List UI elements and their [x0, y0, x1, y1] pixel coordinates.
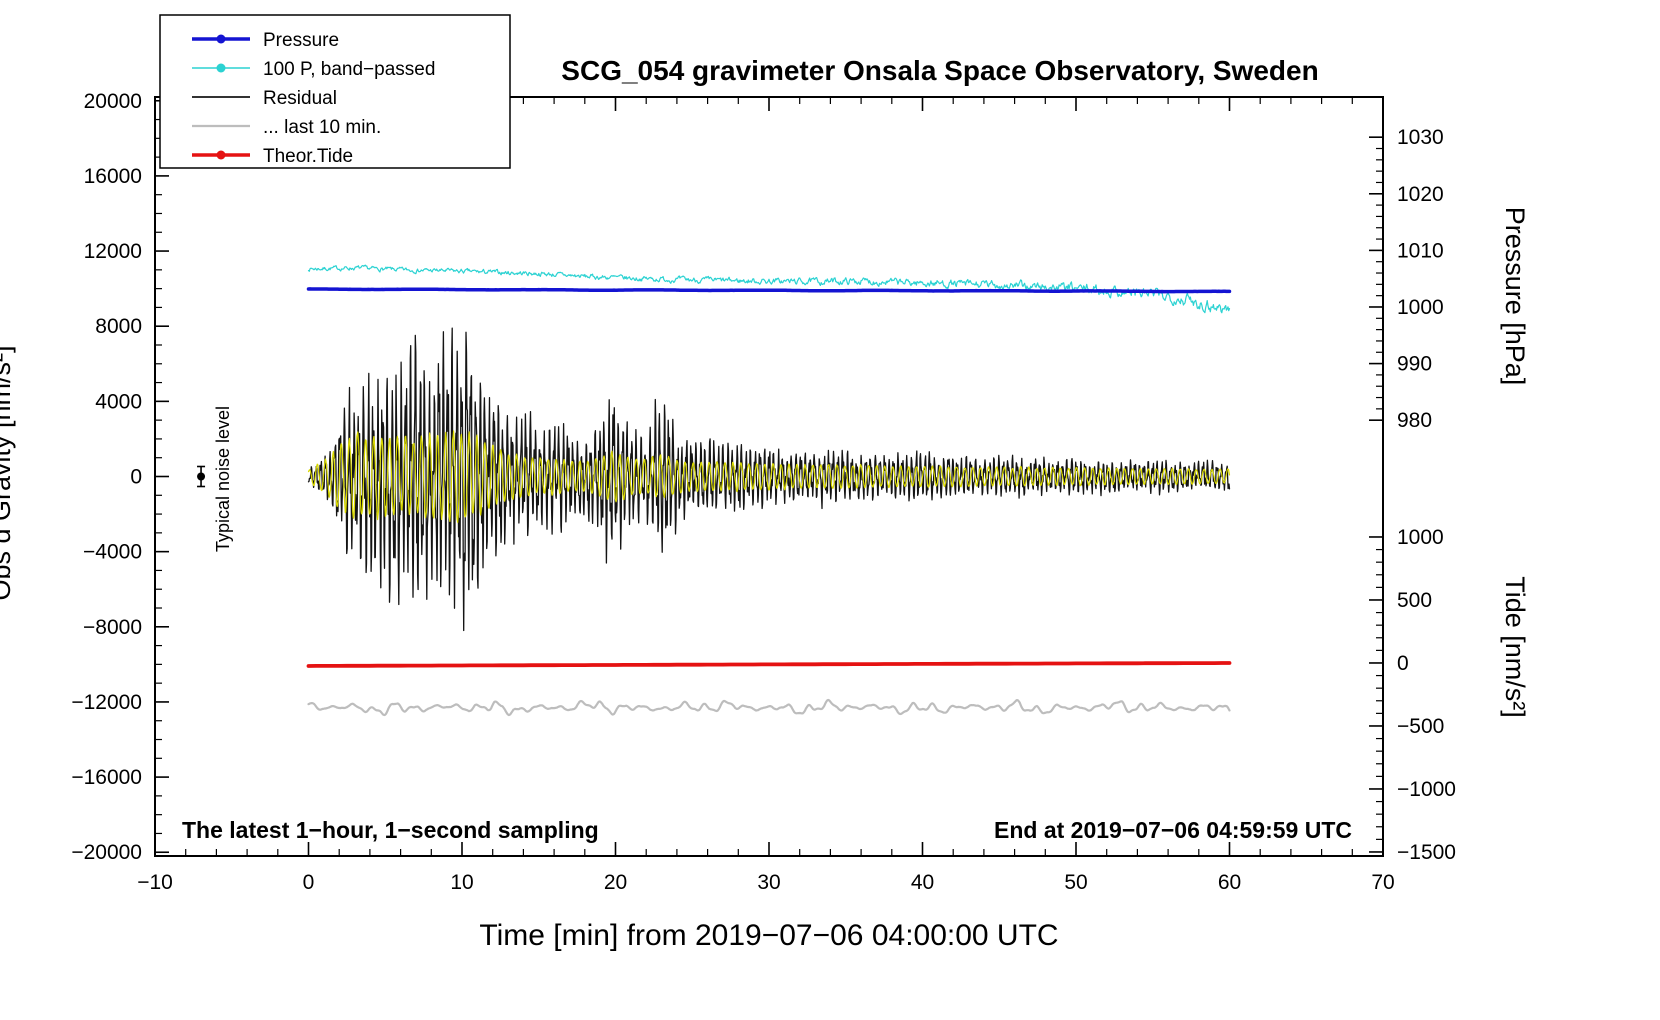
tick-label: 1020 [1397, 183, 1444, 206]
tick-label: −4000 [83, 541, 142, 564]
tick-label: 20000 [84, 90, 142, 113]
series-pressure-bandpassed [307, 264, 1231, 314]
tick-label: −10 [137, 871, 173, 894]
legend-label-pressure: Pressure [263, 30, 339, 51]
tick-label: 1010 [1397, 239, 1444, 262]
tick-label: 10 [450, 871, 473, 894]
tick-label: 30 [757, 871, 780, 894]
tick-label: −1000 [1397, 778, 1456, 801]
tick-label: 980 [1397, 409, 1432, 432]
chart-title: SCG_054 gravimeter Onsala Space Observat… [561, 55, 1318, 86]
legend-label-theor-tide: Theor.Tide [263, 146, 353, 167]
tick-label: −8000 [83, 616, 142, 639]
series-residual-bandpassed [307, 430, 1231, 524]
legend-item-last10min: ... last 10 min. [192, 117, 381, 138]
tick-label: −16000 [71, 766, 142, 789]
tick-label: 16000 [84, 165, 142, 188]
tick-label: 70 [1371, 871, 1394, 894]
legend: Pressure 100 P, band−passed Residual ...… [159, 14, 511, 169]
legend-dot-pressure-bandpassed [216, 63, 226, 73]
tick-label: 20 [604, 871, 627, 894]
legend-label-last10min: ... last 10 min. [263, 117, 381, 138]
legend-item-theor-tide: Theor.Tide [192, 146, 353, 167]
tide-axis-label: Tide [nm/s²] [1500, 576, 1530, 718]
tick-label: 500 [1397, 589, 1432, 612]
series-layer [197, 264, 1232, 717]
tick-label: −1500 [1397, 841, 1456, 864]
sampling-note: The latest 1−hour, 1−second sampling [182, 817, 599, 843]
tick-label: 12000 [84, 240, 142, 263]
tick-label: −20000 [71, 841, 142, 864]
pressure-axis-label: Pressure [hPa] [1500, 207, 1530, 386]
tick-label: 1000 [1397, 296, 1444, 319]
legend-item-pressure: Pressure [192, 30, 339, 51]
legend-dot-theor-tide [216, 150, 226, 160]
legend-dot-pressure [216, 34, 226, 44]
tick-label: 8000 [95, 315, 142, 338]
series-pressure [306, 287, 1232, 294]
noise-level-label: Typical noise level [213, 406, 233, 552]
tick-label: −500 [1397, 715, 1444, 738]
tick-label: 4000 [95, 390, 142, 413]
typical-noise-level-marker [197, 465, 206, 488]
tick-label: 0 [130, 466, 142, 489]
legend-label-residual: Residual [263, 88, 337, 109]
tick-label: −12000 [71, 691, 142, 714]
series-theoretical-tide [306, 661, 1232, 668]
tick-label: 0 [1397, 652, 1409, 675]
x-axis-label: Time [min] from 2019−07−06 04:00:00 UTC [479, 919, 1058, 952]
left-axis-label: Obs d Gravity [nm/s²] [0, 345, 16, 600]
legend-item-residual: Residual [192, 88, 337, 109]
tick-label: 60 [1218, 871, 1241, 894]
legend-item-pressure-bandpassed: 100 P, band−passed [192, 59, 435, 80]
axis-ticks-layer: −10 0 10 20 30 40 50 60 702000016000120008000400… [71, 90, 1456, 894]
tick-label: 990 [1397, 353, 1432, 376]
legend-label-pressure-bandpassed: 100 P, band−passed [263, 59, 435, 80]
end-time-note: End at 2019−07−06 04:59:59 UTC [994, 817, 1352, 843]
tick-label: 40 [911, 871, 934, 894]
tick-label: 50 [1064, 871, 1087, 894]
series-residual [307, 327, 1231, 632]
tick-label: 1000 [1397, 526, 1444, 549]
tick-label: 1030 [1397, 126, 1444, 149]
tick-label: 0 [303, 871, 315, 894]
series-residual-last10min [307, 698, 1231, 717]
